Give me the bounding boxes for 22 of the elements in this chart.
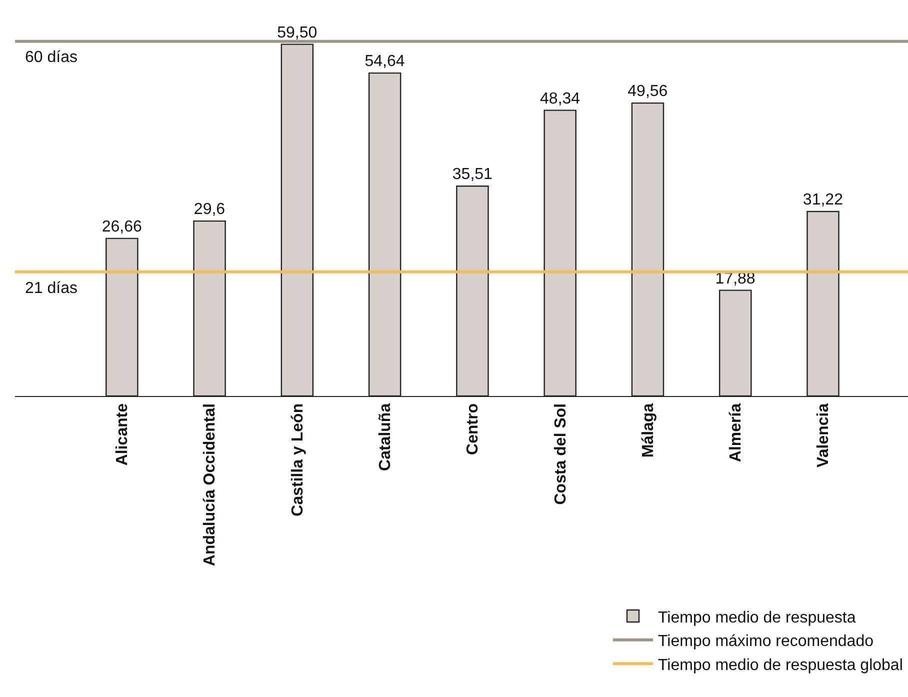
- x-tick-label: Valencia: [815, 403, 832, 468]
- data-label: 26,66: [102, 218, 142, 236]
- x-tick-label: Almería: [728, 403, 745, 462]
- x-tick-label: Alicante: [114, 403, 132, 466]
- x-tick-label: Málaga: [640, 403, 657, 458]
- x-tick-label: Cataluña: [377, 403, 394, 471]
- data-label: 54,64: [364, 53, 405, 70]
- annotation: 60 días: [25, 49, 78, 66]
- legend-label: Tiempo medio de respuesta: [658, 609, 856, 626]
- x-tick-label: Centro: [464, 403, 482, 455]
- data-label: 31,22: [802, 191, 844, 208]
- x-tick-label: Castilla y León: [289, 403, 306, 516]
- data-label: 48,34: [540, 90, 580, 108]
- legend-label: Tiempo medio de respuesta global: [658, 656, 903, 674]
- data-label: 59,50: [277, 24, 318, 42]
- x-tick-label: Andalucía Occidental: [202, 403, 219, 566]
- annotation: 21 días: [25, 280, 78, 297]
- legend-label: Tiempo máximo recomendado: [658, 633, 874, 650]
- data-label: 29,6: [194, 201, 226, 218]
- x-tick-label: Costa del Sol: [552, 403, 570, 505]
- data-label: 35,51: [452, 166, 493, 184]
- data-label: 49,56: [628, 83, 668, 100]
